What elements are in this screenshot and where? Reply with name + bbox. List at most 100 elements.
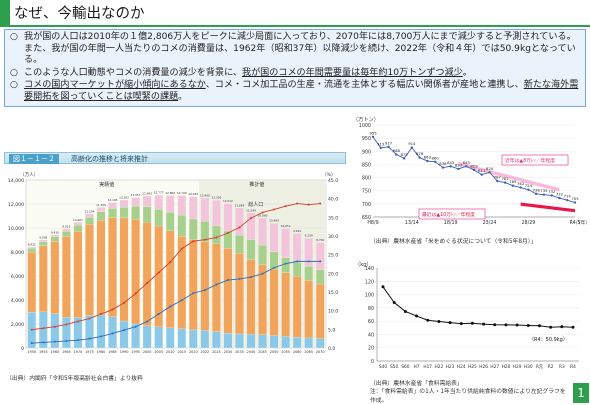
bar-segment-2 xyxy=(39,245,48,312)
demand-point xyxy=(418,156,421,159)
line-point xyxy=(88,317,91,320)
x-tick-label: 2060 xyxy=(293,350,302,354)
x-tick-label: 28/29 xyxy=(521,220,535,226)
line-point xyxy=(76,339,79,342)
x-tick-label: H22 xyxy=(435,364,444,370)
x-tick-label: 2022 xyxy=(201,350,210,354)
line-point xyxy=(180,299,183,302)
bar-segment-1 xyxy=(119,320,129,349)
bar-segment-2 xyxy=(212,243,221,332)
bar-segment-3 xyxy=(200,221,210,242)
demand-data-label: 913 xyxy=(377,141,385,146)
bar-segment-3 xyxy=(258,244,267,265)
x-tick-label: 2005 xyxy=(154,350,163,354)
bullet-marker: ○ xyxy=(10,80,18,91)
line-series-2 xyxy=(31,260,321,344)
bar-segment-2 xyxy=(177,236,187,329)
bar-segment-2 xyxy=(304,280,313,339)
demand-data-label: 754 xyxy=(525,183,533,188)
total-label: 12,693 xyxy=(142,191,152,195)
bullet-emphasis: 我が国のコメの年間需要量は毎年約10万トンずつ減少 xyxy=(241,67,463,78)
line-point xyxy=(226,232,229,235)
y2-tick-label: 5.0 xyxy=(328,327,335,333)
total-label: 9,921 xyxy=(62,224,70,228)
demand-data-label: 820 xyxy=(486,166,494,171)
bar-segment-2 xyxy=(119,217,129,322)
y-tick-label: 60 xyxy=(368,319,374,325)
bar-segment-4 xyxy=(189,196,198,220)
bullet-text: このような人口動態やコメの消費量の減少を背景に、 xyxy=(24,67,242,78)
x-tick-label: 23/24 xyxy=(483,220,497,226)
y-tick-label: 650 xyxy=(362,215,371,221)
line-point xyxy=(30,342,33,345)
total-label: 9,430 xyxy=(51,230,59,234)
bullet-tail: 。 xyxy=(462,67,472,78)
y-tick-label: 2,000 xyxy=(11,322,24,328)
y-tick-label: 1000 xyxy=(359,123,371,129)
x-tick-label: R4/5 xyxy=(569,220,580,226)
line-point xyxy=(273,266,276,269)
population-figure: 図１－１－２ 高齢化の推移と将来推計 0 2,000 4,000 6,000 8,000… xyxy=(4,152,347,372)
total-label: 12,361 xyxy=(119,196,129,200)
consumption-line xyxy=(382,286,574,328)
bar-segment-1 xyxy=(189,329,198,349)
bar-segment-2 xyxy=(246,259,256,335)
x-tick-label: 2040 xyxy=(247,350,256,354)
x-tick-label: R元 xyxy=(536,364,544,370)
bar-segment-1 xyxy=(304,337,313,349)
line-point xyxy=(203,289,206,292)
consumption-point xyxy=(571,325,575,329)
bar-segment-2 xyxy=(315,283,325,339)
y2-tick-label: 35.0 xyxy=(328,215,338,221)
page-number: 1 xyxy=(573,383,589,403)
bar-segment-1 xyxy=(85,315,94,349)
y2-tick-label: 10.0 xyxy=(328,309,338,315)
note-lower-box xyxy=(418,208,486,220)
total-label: 12,615 xyxy=(188,192,198,196)
total-label: 12,012 xyxy=(223,199,233,203)
demand-point xyxy=(534,192,538,196)
demand-point xyxy=(441,166,445,169)
line-point xyxy=(157,313,160,316)
y2-tick-label: 15.0 xyxy=(328,290,338,296)
demand-point xyxy=(558,196,561,200)
bar-segment-4 xyxy=(62,228,71,232)
line-point xyxy=(169,261,172,264)
x-tick-label: 2045 xyxy=(258,350,267,354)
demand-data-label: 705 xyxy=(571,196,579,201)
title-accent xyxy=(0,0,10,26)
total-label: 11,284 xyxy=(246,208,256,212)
x-tick-label: 13/14 xyxy=(405,220,419,226)
total-label: 10,051 xyxy=(281,224,291,228)
line-point xyxy=(273,208,276,211)
x-tick-label: 1990 xyxy=(120,350,129,354)
y-tick-label: 700 xyxy=(362,202,371,208)
y-tick-label: 6,000 xyxy=(11,274,24,280)
consumption-point xyxy=(470,321,474,325)
bar-segment-2 xyxy=(131,219,140,325)
y-tick-label: 900 xyxy=(362,149,371,155)
x-tick-label: 2050 xyxy=(270,350,279,354)
line-point xyxy=(215,283,218,286)
demand-data-label: 762 xyxy=(517,181,525,186)
bar-segment-1 xyxy=(315,338,325,349)
line-point xyxy=(134,325,137,328)
y-tick-label: 80 xyxy=(368,306,374,312)
bar-segment-4 xyxy=(177,195,187,216)
line-point xyxy=(203,238,206,241)
rice-demand-source: （出典）農林水産省「米をめぐる状況について（令和5年8月）」 xyxy=(370,239,537,245)
bar-segment-2 xyxy=(142,222,152,326)
note-upper-box xyxy=(501,154,569,166)
page-title: なぜ、今輸出なのか xyxy=(14,6,145,22)
line-point xyxy=(100,335,102,338)
figure-name: 高齢化の推移と将来推計 xyxy=(71,155,148,163)
total-label: 9,615 xyxy=(293,229,301,233)
x-tick-label: H24 xyxy=(457,364,466,370)
x-axis-unit: （年） xyxy=(576,219,587,226)
y-tick-label: 10,000 xyxy=(8,226,24,232)
consumption-point xyxy=(415,314,419,318)
bullet-text: 我が国の人口は2010年の１億2,806万人をピークに減少局面に入っており、20… xyxy=(24,32,576,66)
bar-segment-4 xyxy=(165,195,175,213)
bar-segment-4 xyxy=(154,195,163,210)
demand-data-label: 769 xyxy=(509,179,517,184)
